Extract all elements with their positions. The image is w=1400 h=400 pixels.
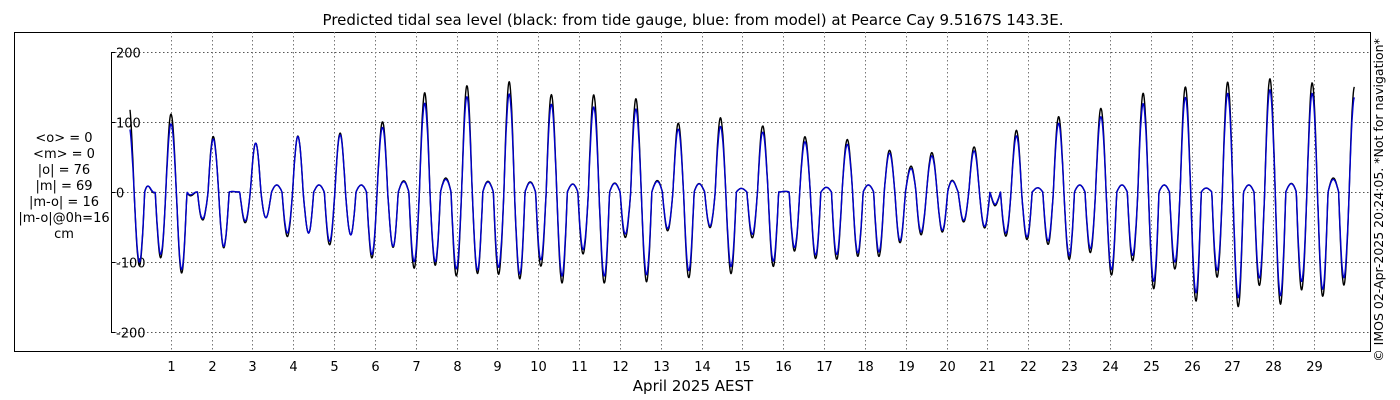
- stat-abs-observed: |o| = 76: [37, 163, 91, 178]
- x-tick-label: 16: [775, 360, 792, 375]
- x-tick-label: 22: [1020, 360, 1037, 375]
- x-tick-label: 10: [530, 360, 547, 375]
- stat-abs-diff-0h: |m-o|@0h=16: [18, 211, 110, 226]
- stat-abs-model: |m| = 69: [35, 179, 93, 194]
- y-tick-label: 200: [116, 47, 141, 62]
- x-tick-label: 18: [857, 360, 874, 375]
- chart-title: Predicted tidal sea level (black: from t…: [323, 11, 1064, 29]
- x-tick-label: 1: [167, 360, 175, 375]
- x-tick-label: 29: [1306, 360, 1323, 375]
- series-layer: [129, 78, 1356, 308]
- x-tick-label: 4: [289, 360, 297, 375]
- x-tick-label: 7: [412, 360, 420, 375]
- x-tick-label: 9: [493, 360, 501, 375]
- x-tick-label: 12: [612, 360, 629, 375]
- x-tick-label: 8: [453, 360, 461, 375]
- x-tick-label: 11: [571, 360, 588, 375]
- series-model-line: [129, 89, 1356, 299]
- x-tick-label: 15: [734, 360, 751, 375]
- chart-frame: [14, 32, 1371, 352]
- x-tick-label: 23: [1061, 360, 1078, 375]
- x-tick-label: 28: [1265, 360, 1282, 375]
- x-tick-label: 14: [694, 360, 711, 375]
- stats-panel: <o> = 0 <m> = 0 |o| = 76 |m| = 69 |m-o| …: [2, 131, 126, 243]
- x-tick-label: 25: [1143, 360, 1160, 375]
- x-tick-label: 13: [653, 360, 670, 375]
- x-tick-label: 2: [208, 360, 216, 375]
- x-tick-label: 21: [979, 360, 996, 375]
- stat-mean-observed: <o> = 0: [35, 131, 93, 146]
- copyright-notice: © IMOS 02-Apr-2025 20:24:05. *Not for na…: [1371, 38, 1386, 362]
- y-tick-label: 100: [116, 117, 141, 132]
- x-tick-label: 27: [1224, 360, 1241, 375]
- stat-mean-model: <m> = 0: [33, 147, 95, 162]
- x-tick-label: 19: [898, 360, 915, 375]
- y-tick-label: 0: [116, 187, 124, 202]
- x-tick-label: 24: [1102, 360, 1119, 375]
- x-tick-label: 3: [248, 360, 256, 375]
- x-axis-label: April 2025 AEST: [633, 377, 754, 395]
- x-tick-label: 17: [816, 360, 833, 375]
- x-tick-label: 5: [330, 360, 338, 375]
- x-tick-label: 26: [1184, 360, 1201, 375]
- stat-units: cm: [54, 227, 74, 242]
- grid: [111, 32, 1370, 351]
- stat-abs-diff: |m-o| = 16: [28, 195, 99, 210]
- y-tick-label: -200: [116, 327, 146, 342]
- x-tick-label: 6: [371, 360, 379, 375]
- x-tick-label: 20: [939, 360, 956, 375]
